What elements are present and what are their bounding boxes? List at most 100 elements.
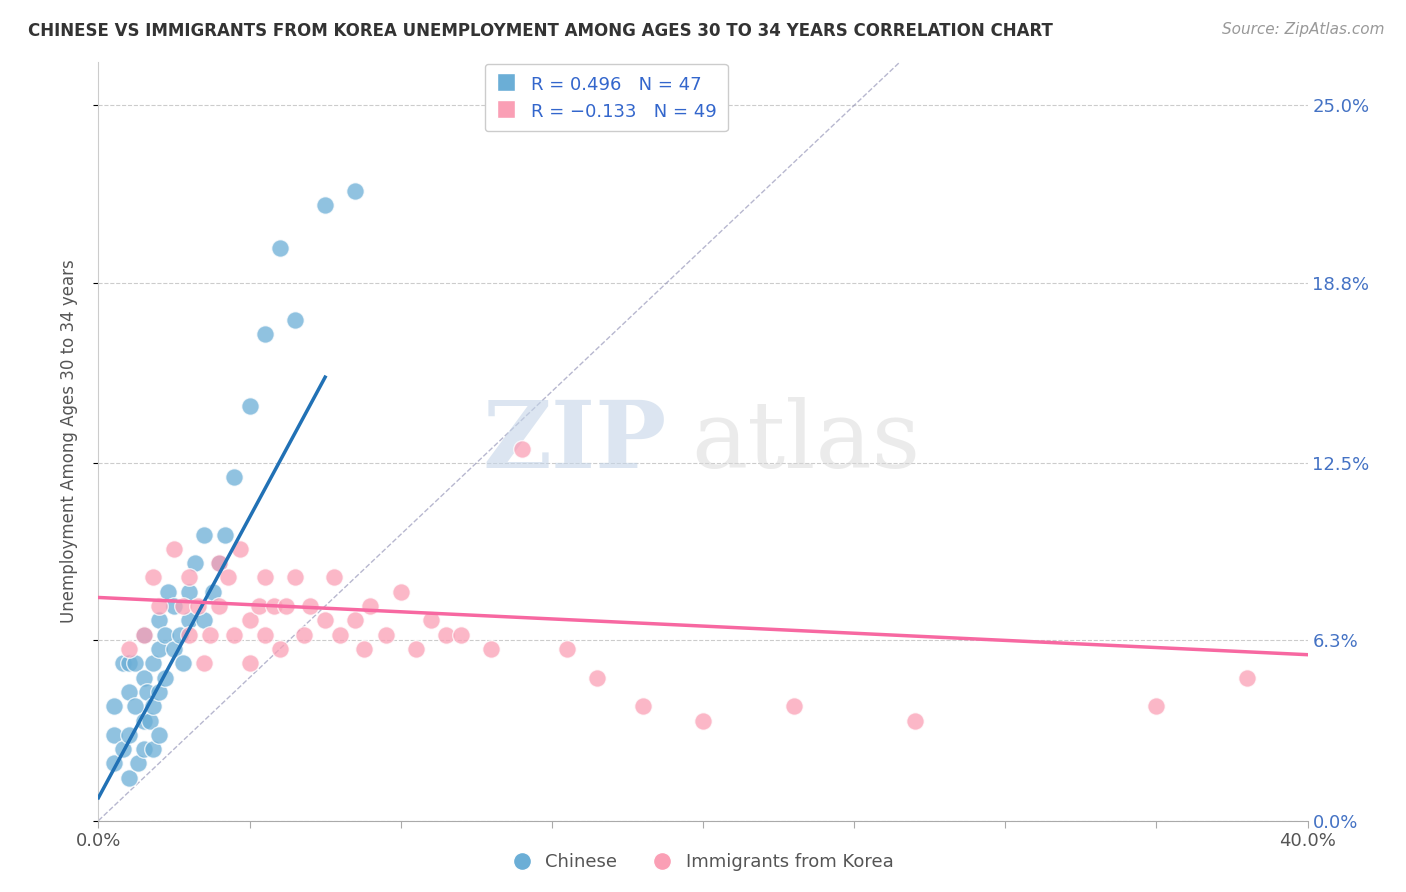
Point <box>253 327 276 342</box>
Point <box>193 657 215 671</box>
Point <box>229 541 252 556</box>
Point <box>224 628 246 642</box>
Point <box>103 756 125 771</box>
Point <box>269 241 291 255</box>
Point <box>179 584 201 599</box>
Point <box>139 714 162 728</box>
Point <box>148 613 170 627</box>
Point <box>148 728 170 742</box>
Point <box>132 628 155 642</box>
Point <box>284 313 307 327</box>
Point <box>148 685 170 699</box>
Point <box>148 599 170 613</box>
Point <box>1236 671 1258 685</box>
Point <box>217 570 239 584</box>
Point <box>450 628 472 642</box>
Point <box>434 628 457 642</box>
Point <box>118 685 141 699</box>
Point <box>389 584 412 599</box>
Point <box>263 599 285 613</box>
Point <box>153 628 176 642</box>
Point <box>132 671 155 685</box>
Point <box>239 399 262 413</box>
Point <box>156 584 179 599</box>
Point <box>118 728 141 742</box>
Point <box>239 657 262 671</box>
Point <box>124 699 146 714</box>
Point <box>208 556 231 570</box>
Point <box>269 642 291 657</box>
Text: Source: ZipAtlas.com: Source: ZipAtlas.com <box>1222 22 1385 37</box>
Point <box>172 599 194 613</box>
Point <box>202 584 225 599</box>
Point <box>193 613 215 627</box>
Point <box>783 699 806 714</box>
Point <box>118 771 141 785</box>
Point <box>193 527 215 541</box>
Point <box>179 628 201 642</box>
Legend: R = 0.496   N = 47, R = −0.133   N = 49: R = 0.496 N = 47, R = −0.133 N = 49 <box>485 64 728 131</box>
Point <box>314 613 336 627</box>
Point <box>127 756 149 771</box>
Point <box>179 613 201 627</box>
Point <box>132 628 155 642</box>
Point <box>124 657 146 671</box>
Legend: Chinese, Immigrants from Korea: Chinese, Immigrants from Korea <box>505 847 901 879</box>
Point <box>163 642 186 657</box>
Point <box>142 742 165 756</box>
Point <box>420 613 443 627</box>
Point <box>224 470 246 484</box>
Point <box>344 184 367 198</box>
Y-axis label: Unemployment Among Ages 30 to 34 years: Unemployment Among Ages 30 to 34 years <box>59 260 77 624</box>
Point <box>481 642 503 657</box>
Point <box>169 628 191 642</box>
Point <box>118 657 141 671</box>
Point <box>510 442 533 456</box>
Point <box>292 628 315 642</box>
Point <box>111 657 134 671</box>
Point <box>103 699 125 714</box>
Point <box>142 657 165 671</box>
Point <box>631 699 654 714</box>
Point <box>132 714 155 728</box>
Point <box>239 613 262 627</box>
Point <box>214 527 236 541</box>
Point <box>692 714 714 728</box>
Point <box>179 570 201 584</box>
Point <box>323 570 346 584</box>
Point <box>904 714 927 728</box>
Point <box>187 599 209 613</box>
Point <box>142 699 165 714</box>
Point <box>172 657 194 671</box>
Point <box>555 642 578 657</box>
Point <box>163 599 186 613</box>
Point <box>284 570 307 584</box>
Point <box>148 642 170 657</box>
Point <box>142 570 165 584</box>
Point <box>208 556 231 570</box>
Point <box>405 642 427 657</box>
Point <box>360 599 382 613</box>
Point <box>247 599 270 613</box>
Point <box>118 642 141 657</box>
Point <box>353 642 375 657</box>
Text: atlas: atlas <box>690 397 920 486</box>
Point <box>111 742 134 756</box>
Point <box>1144 699 1167 714</box>
Text: CHINESE VS IMMIGRANTS FROM KOREA UNEMPLOYMENT AMONG AGES 30 TO 34 YEARS CORRELAT: CHINESE VS IMMIGRANTS FROM KOREA UNEMPLO… <box>28 22 1053 40</box>
Point <box>184 556 207 570</box>
Point <box>208 599 231 613</box>
Point <box>586 671 609 685</box>
Point <box>329 628 352 642</box>
Point <box>274 599 297 613</box>
Point <box>253 628 276 642</box>
Point <box>103 728 125 742</box>
Point <box>200 628 222 642</box>
Point <box>163 541 186 556</box>
Point <box>253 570 276 584</box>
Text: ZIP: ZIP <box>482 397 666 486</box>
Point <box>135 685 157 699</box>
Point <box>374 628 396 642</box>
Point <box>132 742 155 756</box>
Point <box>299 599 322 613</box>
